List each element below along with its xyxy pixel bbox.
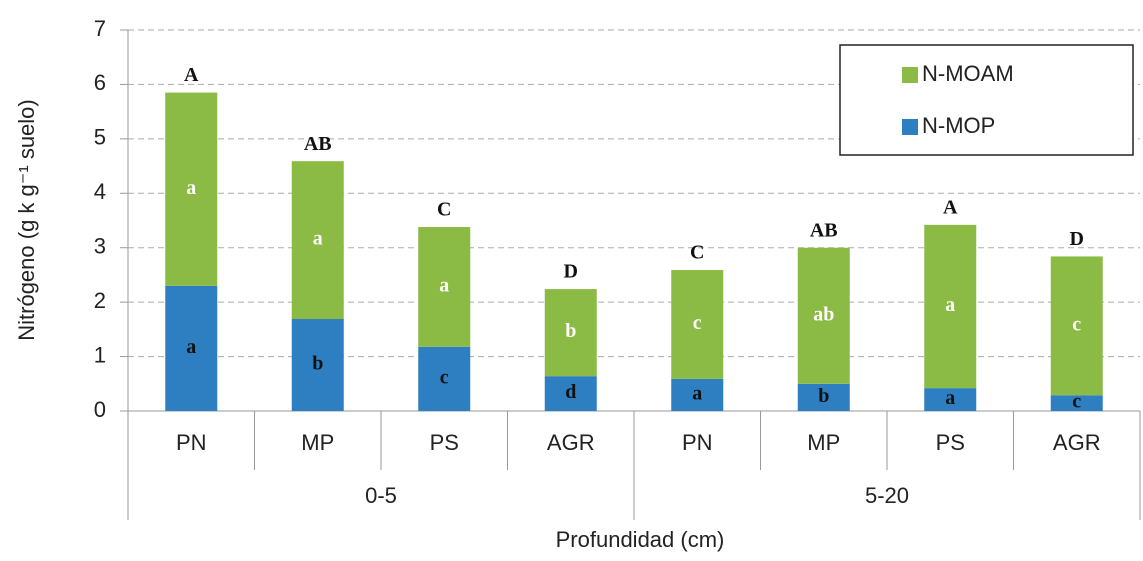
y-tick-label: 3 — [94, 234, 106, 259]
legend-box — [839, 44, 1134, 156]
x-tick-label: AGR — [547, 430, 595, 455]
y-tick-label: 5 — [94, 125, 106, 150]
x-tick-label: PN — [176, 430, 207, 455]
bar-segment — [797, 247, 850, 384]
legend-label: N-MOAM — [922, 61, 1014, 86]
bar-segment — [1050, 395, 1103, 411]
group-label: 5-20 — [865, 483, 909, 508]
bar-segment — [291, 161, 344, 320]
bar-segment — [671, 378, 724, 411]
bar-segment — [544, 376, 597, 411]
x-axis-label: Profundidad (cm) — [556, 527, 725, 552]
total-letter: A — [943, 196, 958, 218]
segment-letter: c — [1072, 391, 1081, 413]
total-letter: D — [1070, 228, 1084, 250]
segment-letter: a — [186, 336, 196, 358]
bar-segment — [291, 319, 344, 411]
y-tick-label: 1 — [94, 342, 106, 367]
x-tick-label: MP — [807, 430, 840, 455]
total-letter: AB — [304, 133, 332, 155]
bar-segment — [165, 285, 218, 411]
bar-segment — [671, 270, 724, 379]
segment-letter: a — [945, 387, 955, 409]
segment-letter: b — [565, 320, 576, 342]
y-tick-label: 2 — [94, 288, 106, 313]
segment-letter: a — [186, 177, 196, 199]
x-tick-label: MP — [301, 430, 334, 455]
bar-segment — [797, 383, 850, 411]
segment-letter: a — [945, 294, 955, 316]
y-tick-label: 0 — [94, 397, 106, 422]
total-letter: C — [437, 199, 451, 221]
segment-letter: b — [818, 385, 829, 407]
total-letter: D — [564, 261, 578, 283]
y-tick-label: 7 — [94, 16, 106, 41]
legend-swatch — [902, 119, 918, 135]
segment-letter: a — [439, 274, 449, 296]
x-tick-label: PS — [430, 430, 459, 455]
segment-letter: a — [692, 383, 702, 405]
x-tick-label: PN — [682, 430, 713, 455]
x-tick-label: AGR — [1053, 430, 1101, 455]
y-axis-label: Nitrógeno (g k g⁻¹ suelo) — [14, 99, 39, 341]
bar-segment — [544, 289, 597, 377]
segment-letter: c — [693, 312, 702, 334]
y-tick-label: 4 — [94, 179, 106, 204]
bar-segment — [165, 92, 218, 286]
y-tick-label: 6 — [94, 70, 106, 95]
segment-letter: ab — [813, 303, 834, 325]
bar-segment — [924, 224, 977, 389]
total-letter: AB — [810, 219, 838, 241]
bar-segment — [1050, 256, 1103, 396]
legend-swatch — [902, 67, 918, 83]
segment-letter: b — [312, 353, 323, 375]
segment-letter: d — [565, 381, 576, 403]
x-tick-label: PS — [936, 430, 965, 455]
bar-segment — [418, 346, 471, 411]
segment-letter: a — [313, 228, 323, 250]
legend-label: N-MOP — [922, 113, 995, 138]
group-label: 0-5 — [365, 483, 397, 508]
segment-letter: c — [1072, 313, 1081, 335]
total-letter: C — [690, 242, 704, 264]
bar-segment — [924, 388, 977, 411]
bar-segment — [418, 227, 471, 347]
total-letter: A — [184, 64, 199, 86]
segment-letter: c — [440, 366, 449, 388]
